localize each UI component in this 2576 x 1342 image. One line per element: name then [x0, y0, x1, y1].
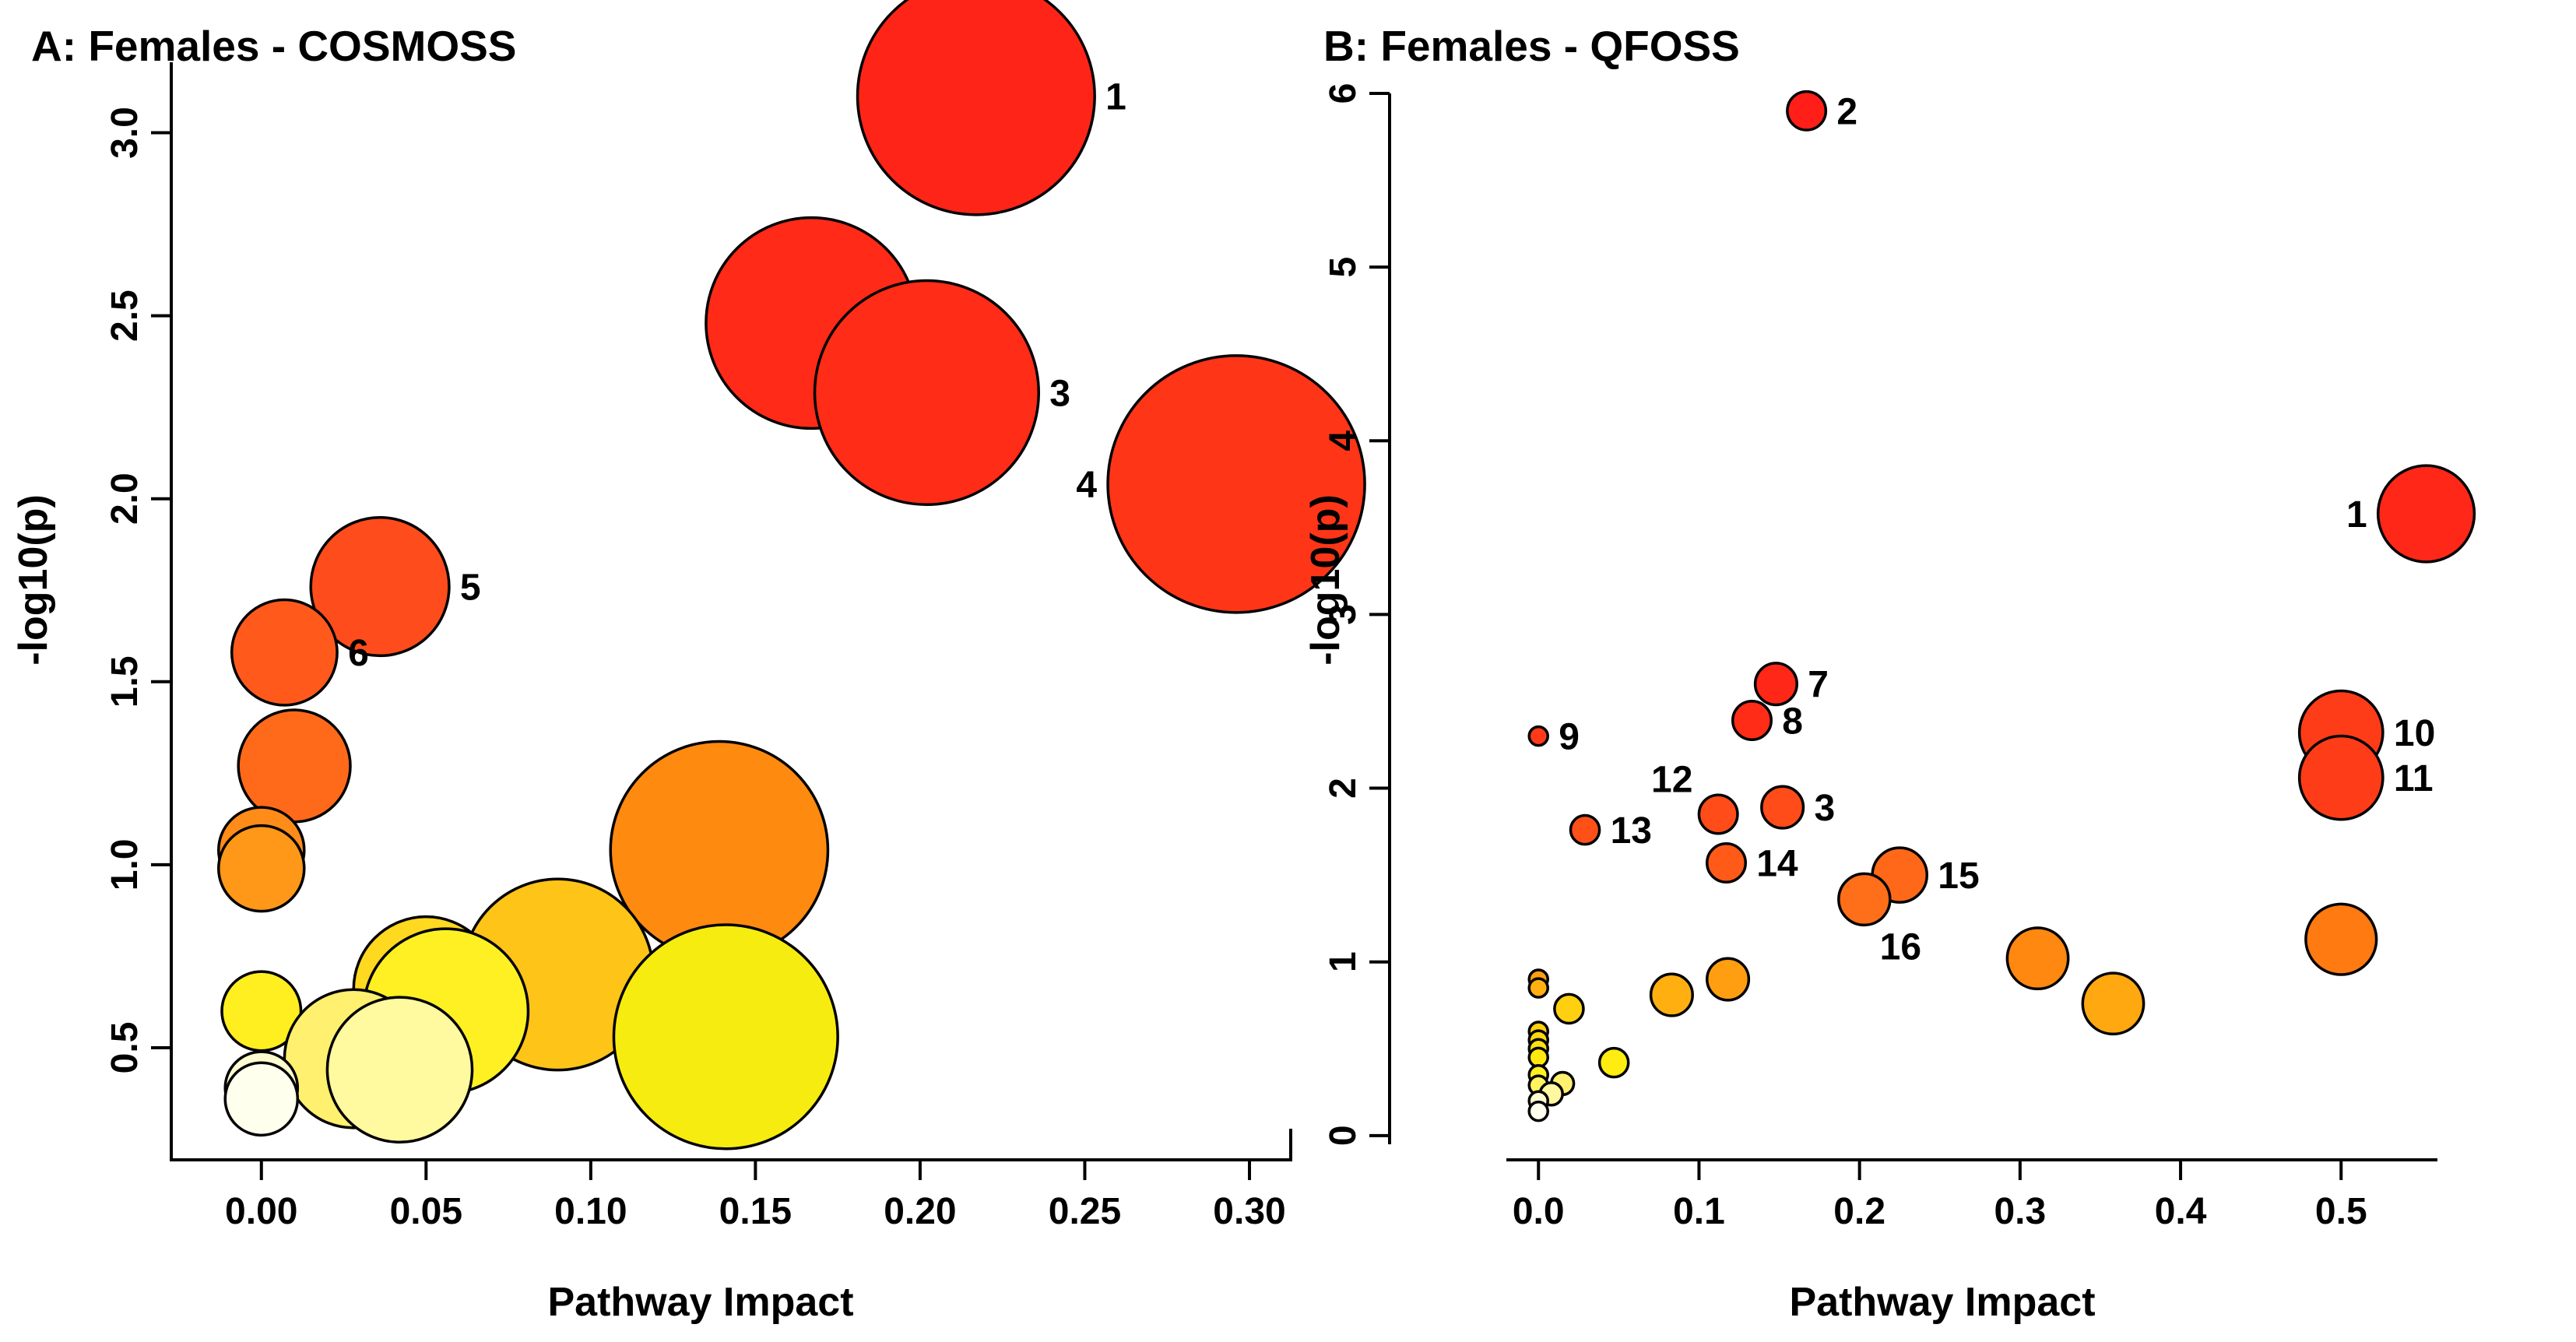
data-point: [856, 0, 1096, 216]
x-tick-label: 0.3: [1994, 1191, 2046, 1232]
y-axis-label: -log10(p): [1303, 494, 1348, 666]
data-point: [1553, 992, 1585, 1025]
x-axis-label: Pathway Impact: [547, 1280, 853, 1325]
data-point: [309, 515, 451, 658]
data-point: [325, 996, 474, 1144]
chart-title: B: Females - QFOSS: [1323, 22, 1740, 70]
data-point: [1697, 793, 1739, 835]
y-tick-label: 1.0: [104, 839, 146, 891]
x-tick-label: 0.30: [1213, 1191, 1285, 1232]
x-tick-label: 0.0: [1513, 1191, 1565, 1232]
data-point: [1753, 662, 1798, 707]
y-tick-label: 3: [1323, 604, 1364, 625]
data-point: [612, 923, 839, 1151]
data-point: [1527, 725, 1549, 747]
y-tick-label: 0.5: [104, 1022, 146, 1074]
data-point: [2005, 926, 2070, 991]
y-axis-label: -log10(p): [11, 494, 56, 666]
data-point: [1106, 354, 1366, 614]
x-tick-label: 0.00: [225, 1191, 297, 1232]
axis-frame: [1388, 93, 2437, 1161]
data-point: [237, 708, 352, 824]
point-label: 12: [1651, 759, 1692, 800]
panel-b: B: Females - QFOSS 0.0 0.1 0.2 0.3 0.4 0.5 0 1…: [1303, 22, 2476, 1325]
point-label: 5: [460, 567, 481, 609]
point-label: 1: [1105, 77, 1126, 118]
data-point: [1786, 90, 1828, 132]
point-label: 15: [1938, 855, 1979, 897]
data-point: [217, 824, 306, 913]
point-label: 11: [2394, 758, 2434, 799]
data-point: [1527, 1046, 1549, 1069]
x-axis-label: Pathway Impact: [1789, 1280, 2095, 1325]
y-tick-label: 1.5: [104, 655, 146, 708]
data-points: 1 2 3 4 5 6: [217, 0, 1366, 1151]
data-point: [1760, 785, 1805, 830]
point-label: 13: [1611, 810, 1652, 852]
x-tick-label: 0.5: [2315, 1191, 2367, 1232]
point-label: 3: [1814, 788, 1835, 829]
chart-title: A: Females - COSMOSS: [31, 22, 516, 70]
data-point: [1731, 700, 1773, 742]
data-point: [2304, 902, 2378, 976]
x-ticks: 0.00 0.05 0.10 0.15 0.20 0.25 0.30: [225, 1158, 1286, 1232]
x-tick-label: 0.05: [390, 1191, 462, 1232]
panel-a: A: Females - COSMOSS 0.00 0.05 0.10 0.15 0.2…: [11, 0, 1366, 1325]
data-point: [1706, 957, 1751, 1002]
data-point: [223, 1061, 300, 1137]
y-tick-label: 6: [1323, 83, 1364, 104]
point-label: 14: [1756, 844, 1798, 885]
data-point: [1706, 842, 1747, 884]
x-tick-label: 0.4: [2155, 1191, 2207, 1232]
data-point: [1597, 1046, 1630, 1079]
x-tick-label: 0.10: [554, 1191, 627, 1232]
y-tick-label: 2.0: [104, 473, 146, 525]
data-point: [813, 279, 1040, 506]
y-tick-label: 5: [1323, 257, 1364, 278]
x-tick-label: 0.25: [1049, 1191, 1121, 1232]
y-tick-label: 0: [1323, 1125, 1364, 1146]
x-tick-label: 0.1: [1673, 1191, 1725, 1232]
y-tick-label: 4: [1323, 430, 1364, 451]
point-label: 1: [2346, 494, 2367, 536]
y-tick-label: 2.5: [104, 290, 146, 342]
point-label: 10: [2394, 713, 2435, 754]
y-tick-label: 1: [1323, 951, 1364, 972]
data-point: [2297, 734, 2384, 821]
data-point: [2376, 464, 2476, 564]
data-point: [1837, 872, 1892, 927]
point-label: 6: [348, 633, 369, 674]
x-tick-label: 0.2: [1833, 1191, 1885, 1232]
x-ticks: 0.0 0.1 0.2 0.3 0.4 0.5: [1513, 1158, 2367, 1232]
data-point: [1569, 813, 1601, 846]
data-point: [2081, 971, 2145, 1036]
y-ticks: 0.5 1.0 1.5 2.0 2.5 3.0: [104, 107, 173, 1074]
point-label: 16: [1880, 926, 1921, 968]
point-label: 9: [1559, 717, 1580, 758]
point-label: 8: [1782, 701, 1803, 743]
y-tick-label: 2: [1323, 778, 1364, 799]
point-label: 3: [1049, 373, 1070, 414]
point-label: 4: [1076, 465, 1097, 506]
y-ticks: 0 1 2 3 4 5 6: [1323, 83, 1391, 1146]
data-point: [230, 598, 339, 707]
point-label: 7: [1808, 665, 1829, 706]
data-point: [1649, 972, 1694, 1017]
data-point: [1527, 977, 1549, 999]
point-label: 2: [1836, 91, 1857, 132]
x-tick-label: 0.20: [884, 1191, 956, 1232]
x-tick-label: 0.15: [719, 1191, 792, 1232]
y-tick-label: 3.0: [104, 107, 146, 159]
data-point: [1527, 1100, 1549, 1122]
